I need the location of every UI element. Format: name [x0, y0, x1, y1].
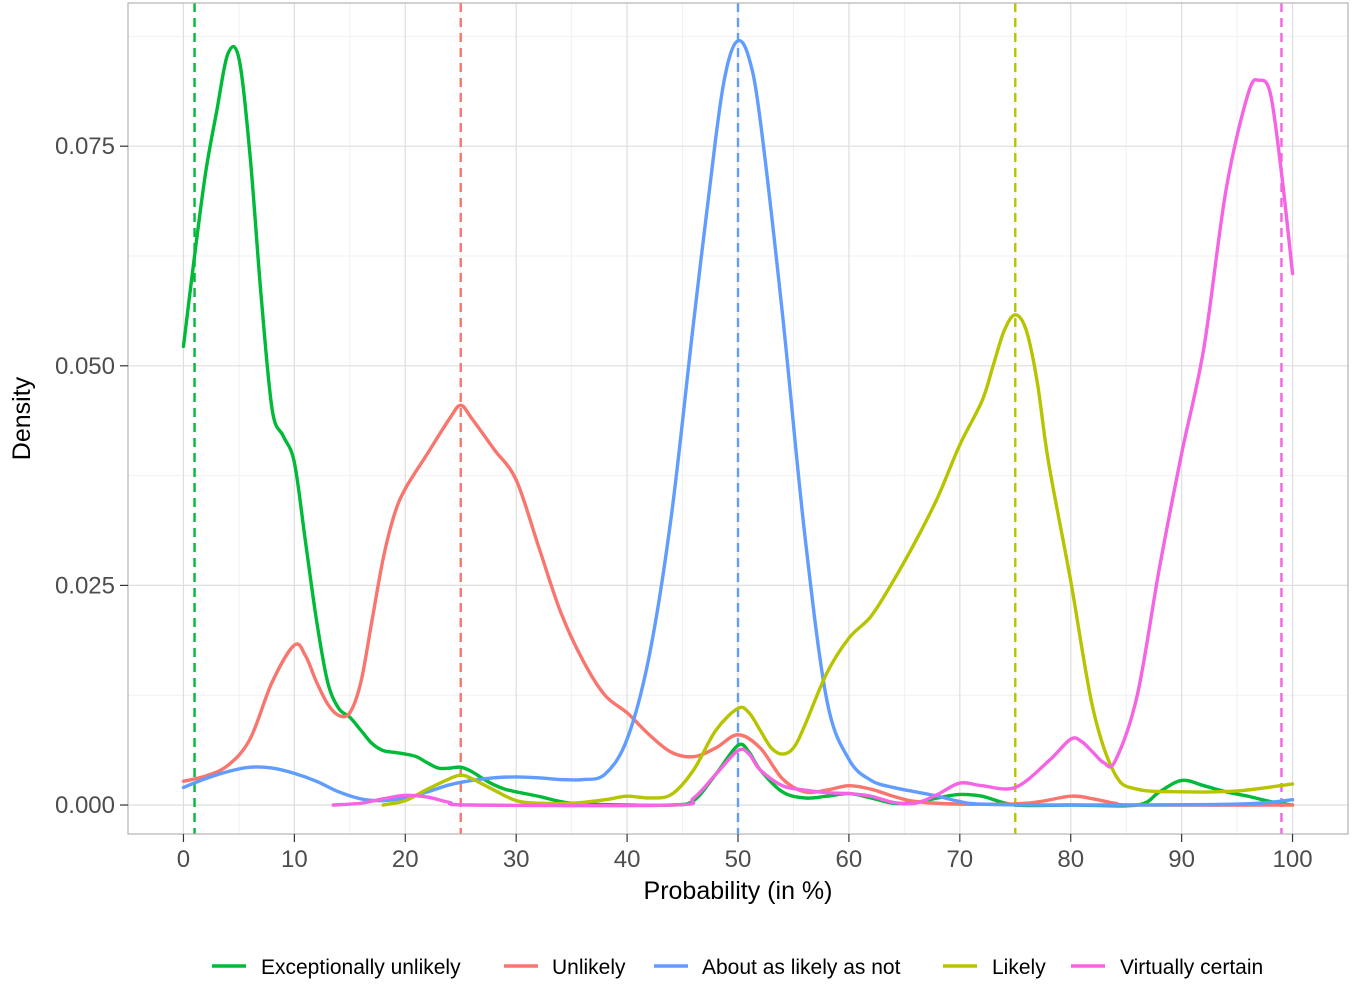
y-axis-ticks: 0.000 0.025 0.050 0.075 [55, 133, 128, 819]
legend-label: About as likely as not [702, 956, 901, 979]
series-line [181, 44, 1295, 808]
x-tick-label: 0 [177, 846, 190, 873]
x-tick-label: 50 [725, 846, 752, 873]
y-tick-label: 0.050 [55, 353, 115, 380]
x-tick-label: 30 [503, 846, 530, 873]
legend-label: Unlikely [552, 956, 626, 979]
x-tick-label: 40 [614, 846, 641, 873]
x-tick-label: 100 [1273, 846, 1313, 873]
x-tick-label: 70 [946, 846, 973, 873]
series-line [381, 313, 1295, 807]
y-tick-label: 0.000 [55, 792, 115, 819]
y-axis-title: Density [8, 376, 36, 460]
series-lines [181, 38, 1295, 808]
y-tick-label: 0.025 [55, 572, 115, 599]
x-axis-ticks: 0 10 20 30 40 50 60 70 80 90 100 [177, 834, 1313, 873]
series-line [181, 38, 1295, 807]
x-tick-label: 20 [392, 846, 419, 873]
legend-label: Likely [992, 956, 1046, 979]
series-line [181, 403, 1295, 807]
legend: Exceptionally unlikely Unlikely About as l… [212, 956, 1263, 979]
x-tick-label: 80 [1057, 846, 1084, 873]
grid-major [128, 3, 1348, 834]
legend-label: Virtually certain [1120, 956, 1263, 979]
reference-lines [193, 3, 1283, 834]
series-line [331, 77, 1295, 808]
y-tick-label: 0.075 [55, 133, 115, 160]
x-tick-label: 90 [1168, 846, 1195, 873]
x-axis-title: Probability (in %) [644, 877, 833, 905]
legend-label: Exceptionally unlikely [261, 956, 461, 979]
x-tick-label: 60 [836, 846, 863, 873]
x-tick-label: 10 [281, 846, 308, 873]
